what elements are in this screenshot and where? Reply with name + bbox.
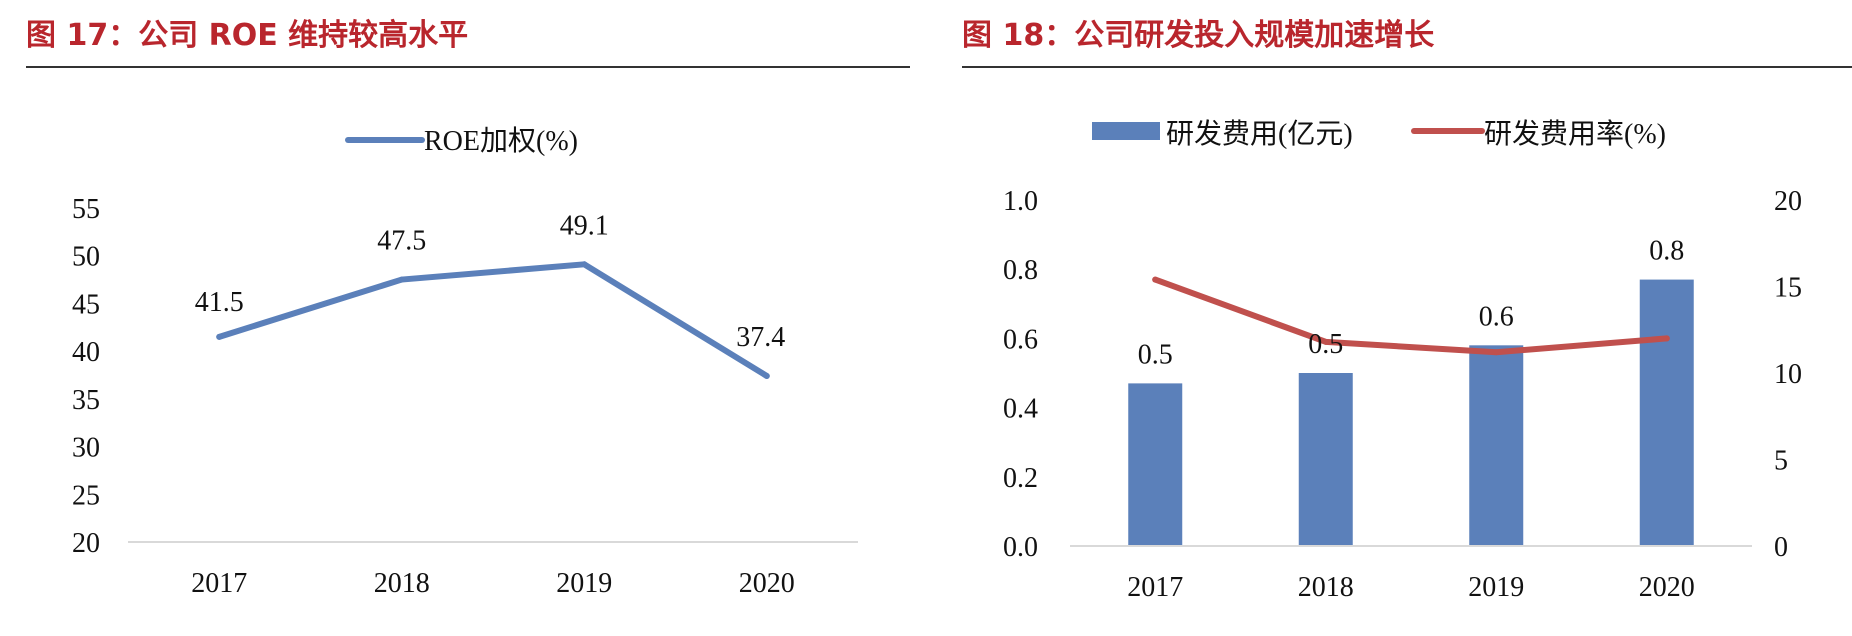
roe-data-label: 41.5	[195, 287, 244, 318]
rnd-bar-data-label: 0.5	[1308, 329, 1343, 360]
y-right-tick-label: 20	[1774, 186, 1802, 217]
y-right-tick-label: 10	[1774, 359, 1802, 390]
y-tick-label: 55	[72, 194, 100, 225]
rnd-bar-data-label: 0.5	[1138, 339, 1173, 370]
y-right-tick-label: 5	[1774, 446, 1788, 477]
roe-data-point	[398, 276, 405, 283]
rnd-bar-data-label: 0.6	[1479, 301, 1514, 332]
legend-label: 研发费用率(%)	[1484, 118, 1666, 150]
roe-data-label: 37.4	[736, 322, 785, 353]
legend-bar-swatch	[1092, 122, 1160, 140]
roe-data-label: 49.1	[560, 210, 609, 241]
x-tick-label: 2018	[1298, 572, 1354, 603]
y-left-tick-label: 0.0	[1003, 532, 1038, 563]
roe-data-point	[581, 261, 588, 268]
y-tick-label: 20	[72, 528, 100, 559]
roe-line-chart: 20 25 30 35 40 45 50 55 2017 2018 2019 2020 41.5 47.5…	[72, 125, 858, 599]
y-tick-label: 40	[72, 337, 100, 368]
y-left-tick-label: 1.0	[1003, 186, 1038, 217]
roe-data-point	[763, 372, 770, 379]
rnd-rate-line	[1152, 276, 1670, 356]
legend-label: ROE加权(%)	[424, 125, 578, 157]
legend-label: 研发费用(亿元)	[1166, 118, 1353, 150]
x-tick-label: 2017	[1127, 572, 1183, 603]
y-tick-label: 25	[72, 480, 100, 511]
y-tick-label: 50	[72, 242, 100, 273]
y-left-tick-label: 0.6	[1003, 324, 1038, 355]
x-tick-label: 2020	[1639, 572, 1695, 603]
y-left-tick-label: 0.2	[1003, 463, 1038, 494]
x-tick-label: 2019	[1468, 572, 1524, 603]
rnd-expense-bar	[1128, 383, 1183, 546]
rnd-expense-bar	[1469, 345, 1524, 546]
y-right-tick-label: 0	[1774, 532, 1788, 563]
figure-17-panel: 图 17：公司 ROE 维持较高水平 20 25 30 35 40 45 50 55 2017 2…	[26, 18, 910, 599]
rnd-rate-point	[1493, 349, 1500, 356]
y-tick-label: 30	[72, 433, 100, 464]
rnd-expense-bar	[1298, 373, 1353, 546]
x-tick-label: 2017	[191, 568, 247, 599]
figure-17-title: 图 17：公司 ROE 维持较高水平	[26, 18, 469, 53]
rnd-rate-point	[1152, 276, 1159, 283]
x-tick-label: 2018	[374, 568, 430, 599]
figure-18-title: 图 18：公司研发投入规模加速增长	[962, 18, 1435, 53]
figure-18-panel: 图 18：公司研发投入规模加速增长 0.0 0.2 0.4 0.6 0.8 1.0 0 5 10…	[926, 0, 1852, 636]
y-left-tick-label: 0.4	[1003, 394, 1038, 425]
figure-17-title-rule	[26, 66, 910, 68]
x-tick-label: 2019	[556, 568, 612, 599]
rnd-rate-point	[1322, 338, 1329, 345]
y-right-tick-label: 15	[1774, 273, 1802, 304]
rnd-expense-bar	[1639, 279, 1694, 546]
y-tick-label: 35	[72, 385, 100, 416]
y-tick-label: 45	[72, 289, 100, 320]
rnd-combo-chart: 0.0 0.2 0.4 0.6 0.8 1.0 0 5 10 15 20 2017 2018 2019 20…	[1003, 118, 1802, 603]
roe-data-label: 47.5	[377, 226, 426, 257]
roe-data-point	[216, 333, 223, 340]
figure-18-title-rule	[962, 66, 1852, 68]
rnd-rate-point	[1663, 335, 1670, 342]
roe-series-line	[216, 261, 770, 379]
y-left-tick-label: 0.8	[1003, 255, 1038, 286]
rnd-bar-data-label: 0.8	[1649, 236, 1684, 267]
x-tick-label: 2020	[739, 568, 795, 599]
